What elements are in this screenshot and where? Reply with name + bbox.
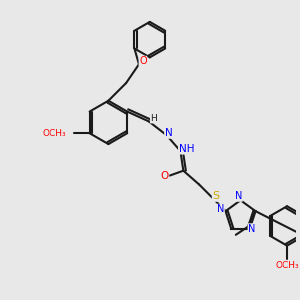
Text: O: O [160, 171, 169, 181]
Text: H: H [150, 114, 157, 123]
Text: O: O [139, 56, 147, 66]
Text: N: N [165, 128, 172, 138]
Text: S: S [212, 191, 219, 201]
Text: N: N [248, 224, 255, 234]
Text: N: N [217, 204, 224, 214]
Text: NH: NH [178, 144, 194, 154]
Text: OCH₃: OCH₃ [42, 129, 66, 138]
Text: N: N [235, 191, 242, 201]
Text: OCH₃: OCH₃ [275, 261, 299, 270]
